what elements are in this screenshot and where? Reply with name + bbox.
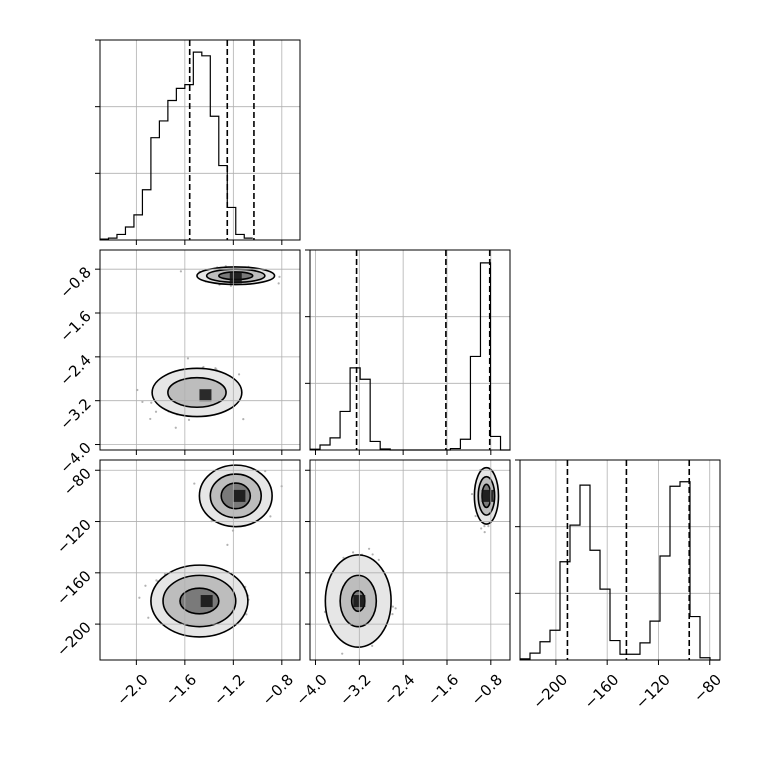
pair-0-1-peak-1 <box>199 389 212 402</box>
pair-1-2-xtick-label-2: −2.4 <box>380 671 418 709</box>
hist-0-step <box>100 51 253 240</box>
pair-0-1-peak-0 <box>229 271 242 284</box>
pair-1-2-peak-0 <box>481 489 494 502</box>
pair-0-2-content <box>138 464 283 638</box>
hist-2-xtick-label-3: −80 <box>690 671 725 706</box>
pair-1-2-point <box>391 605 394 608</box>
hist-1-step <box>310 262 511 451</box>
pair-0-1-point <box>277 282 280 285</box>
pair-1-2-xtick-label-0: −4.0 <box>292 671 330 709</box>
pair-0-2-xtick-label-3: −0.8 <box>259 671 297 709</box>
pair-0-2-peak-1 <box>200 595 213 608</box>
hist-2-xtick-label-1: −160 <box>581 671 623 713</box>
pair-0-1-point <box>136 388 139 392</box>
pair-1-2-point <box>474 514 477 518</box>
pair-0-1-content <box>136 265 281 429</box>
pair-0-1-ytick-label-4: −0.8 <box>56 263 94 301</box>
pair-1-2-xtick-label-3: −1.6 <box>424 671 462 709</box>
pair-1-2-point <box>371 644 374 647</box>
pair-0-1-point <box>154 410 158 413</box>
hist-2-frame <box>519 459 721 661</box>
pair-0-2-frame <box>99 459 301 661</box>
hist-2-step <box>520 481 720 661</box>
pair-0-1-point <box>237 373 241 376</box>
pair-0-2-point <box>193 482 196 485</box>
hist-2-xtick-label-2: −120 <box>632 671 674 713</box>
pair-0-1-point <box>214 367 217 370</box>
pair-0-1-point <box>186 357 190 360</box>
pair-0-2-point <box>144 584 147 587</box>
pair-1-2-point <box>487 525 490 528</box>
pair-1-2-xtick-label-1: −3.2 <box>336 671 374 709</box>
pair-0-2-point <box>245 613 248 616</box>
pair-0-1-ytick-label-3: −1.6 <box>56 307 94 345</box>
pair-0-1-point <box>202 365 205 369</box>
pair-0-2-xtick-label-0: −2.0 <box>113 671 151 709</box>
pair-1-2-point <box>394 607 397 610</box>
pair-0-1-point <box>149 417 152 421</box>
pair-0-1-point <box>179 270 183 273</box>
pair-1-2-point <box>470 492 474 496</box>
pair-1-2-content <box>323 466 500 655</box>
pair-0-1-point <box>242 418 245 421</box>
pair-1-2-point <box>367 547 371 550</box>
pair-0-2-xtick-label-1: −1.6 <box>162 671 200 709</box>
pair-0-1-point <box>187 418 191 421</box>
pair-1-2-frame <box>309 459 511 661</box>
pair-1-2-point <box>483 524 486 528</box>
pair-0-1-point <box>278 275 281 278</box>
pair-0-2-point <box>138 596 141 599</box>
pair-1-2-point <box>480 527 483 530</box>
pair-0-1-ytick-label-1: −3.2 <box>56 395 94 433</box>
pair-0-2-xtick-label-2: −1.2 <box>210 671 248 709</box>
pair-0-2-point <box>269 515 272 518</box>
pair-0-2-point <box>147 616 150 619</box>
pair-0-2-ytick-label-0: −200 <box>53 618 95 660</box>
pair-1-2-point <box>341 652 344 655</box>
pair-1-2-point <box>483 531 486 534</box>
pair-0-1-frame <box>99 249 301 451</box>
pair-1-2-point <box>351 551 355 554</box>
hist-1-frame <box>309 249 511 451</box>
pair-0-1-point <box>141 400 144 403</box>
pair-1-2-point <box>391 612 394 616</box>
hist-2-xtick-label-0: −200 <box>529 671 571 713</box>
hist-0-frame <box>99 39 301 241</box>
pair-0-1-contour-1-1 <box>167 376 227 409</box>
pair-0-2-point <box>155 579 158 582</box>
pair-0-2-peak-0 <box>233 489 246 502</box>
pair-0-2-point <box>226 543 229 546</box>
pair-1-2-point <box>371 553 374 556</box>
pair-1-2-point <box>377 558 380 561</box>
pair-0-1-ytick-label-2: −2.4 <box>56 351 94 389</box>
pair-0-1-point <box>174 426 177 429</box>
pair-0-2-contour-1-2 <box>179 587 220 615</box>
pair-0-2-ytick-label-2: −120 <box>53 516 95 558</box>
pair-0-1-point <box>150 401 153 404</box>
pair-1-2-xtick-label-4: −0.8 <box>468 671 506 709</box>
pair-0-2-ytick-label-1: −160 <box>53 567 95 609</box>
